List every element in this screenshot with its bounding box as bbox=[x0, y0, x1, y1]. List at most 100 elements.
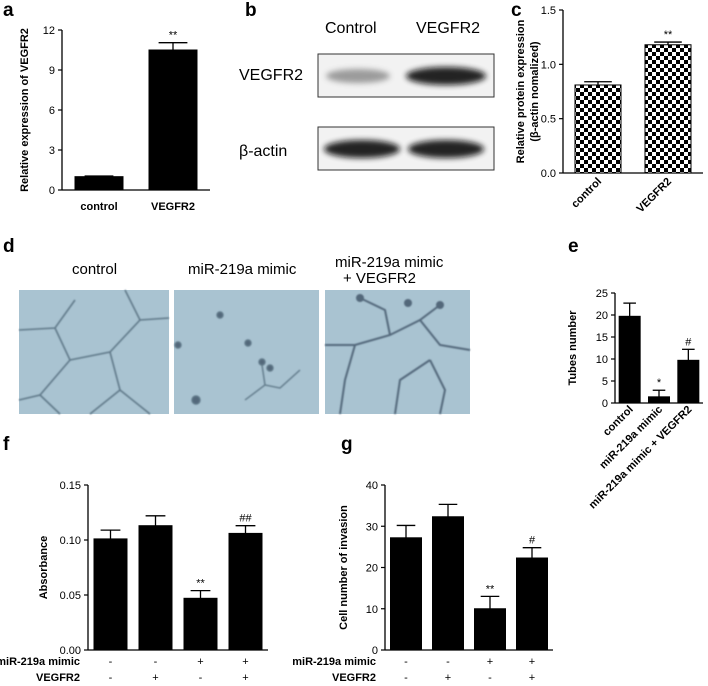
bar-2 bbox=[648, 396, 670, 404]
condition-label: VEGFR2 bbox=[36, 672, 80, 684]
micrographs: control miR-219a mimic miR-219a mimic + … bbox=[18, 254, 471, 415]
y-axis-label: Cell number of invasion bbox=[338, 505, 350, 630]
bar-1 bbox=[574, 84, 622, 174]
y-tick-label: 0.15 bbox=[60, 480, 81, 492]
western-blot: Control VEGFR2 VEGFR2 β-actin bbox=[239, 20, 495, 171]
blot-column-control: Control bbox=[325, 20, 377, 37]
blot-row-vegfr2: VEGFR2 bbox=[239, 67, 303, 84]
y-tick-label: 1.5 bbox=[541, 5, 556, 17]
panel-label-f: f bbox=[3, 434, 10, 455]
micrograph-title-mimic-vegfr2-line2: + VEGFR2 bbox=[343, 270, 416, 287]
bar-1 bbox=[618, 315, 641, 404]
bar-2 bbox=[138, 525, 173, 651]
y-tick-label: 9 bbox=[49, 65, 55, 77]
significance-mark: ** bbox=[664, 29, 673, 41]
condition-mark: + bbox=[445, 672, 451, 684]
bar-4 bbox=[228, 532, 263, 651]
panel-label-d: d bbox=[3, 236, 15, 257]
bar-1 bbox=[74, 176, 124, 191]
panel-label-b: b bbox=[245, 0, 257, 21]
significance-mark: ** bbox=[486, 583, 495, 595]
condition-mark: + bbox=[487, 656, 493, 668]
panel-label-e: e bbox=[568, 236, 579, 257]
micrograph-title-mimic-vegfr2-line1: miR-219a mimic bbox=[335, 254, 444, 271]
bar-1 bbox=[390, 537, 422, 651]
chart-g: 0 10 20 30 40 Cell number of invasion ** # miR-2… bbox=[292, 480, 553, 684]
y-tick-label: 30 bbox=[366, 521, 378, 533]
bar-3 bbox=[183, 597, 218, 651]
y-axis-label-line2: (β-actin nomalized) bbox=[529, 41, 541, 142]
micrograph-mimic-vegfr2-network bbox=[325, 294, 471, 415]
condition-label: VEGFR2 bbox=[332, 672, 376, 684]
condition-mark: + bbox=[529, 656, 535, 668]
y-tick-label: 10 bbox=[596, 354, 608, 366]
y-tick-label: 0.05 bbox=[60, 590, 81, 602]
significance-mark: ## bbox=[239, 513, 252, 525]
y-axis-label: Absorbance bbox=[38, 536, 50, 600]
bar-2 bbox=[432, 516, 464, 651]
bar-2 bbox=[148, 49, 198, 191]
y-tick-label: 40 bbox=[366, 480, 378, 492]
micrograph-control bbox=[19, 290, 169, 414]
bar-4 bbox=[516, 557, 548, 651]
x-tick-label: control bbox=[569, 176, 604, 211]
bar-3 bbox=[474, 608, 506, 651]
blot-band-actin-vegfr2 bbox=[408, 140, 484, 158]
x-tick-label: VEGFR2 bbox=[635, 176, 675, 216]
y-tick-label: 0 bbox=[372, 645, 378, 657]
y-tick-label: 0.00 bbox=[60, 645, 81, 657]
condition-mark: - bbox=[154, 656, 158, 668]
condition-mark: - bbox=[404, 672, 408, 684]
condition-mark: + bbox=[242, 672, 248, 684]
chart-a: 0 3 6 9 12 Relative expression of VEGFR2 ** con… bbox=[19, 25, 210, 213]
y-axis-label: Tubes number bbox=[567, 310, 579, 386]
blot-band-vegfr2-control bbox=[326, 69, 390, 83]
condition-mark: - bbox=[488, 672, 492, 684]
condition-mark: + bbox=[197, 656, 203, 668]
y-tick-label: 0.0 bbox=[541, 168, 556, 180]
significance-mark: ** bbox=[169, 30, 178, 42]
blot-band-vegfr2-vegfr2 bbox=[406, 67, 486, 85]
x-tick-label: VEGFR2 bbox=[151, 201, 195, 213]
blot-column-vegfr2: VEGFR2 bbox=[416, 20, 480, 37]
y-tick-label: 25 bbox=[596, 288, 608, 300]
y-tick-label: 5 bbox=[602, 376, 608, 388]
bar-2 bbox=[644, 44, 692, 174]
micrograph-title-control: control bbox=[72, 261, 117, 278]
y-tick-label: 0 bbox=[49, 185, 55, 197]
panel-label-a: a bbox=[3, 0, 14, 21]
condition-mark: - bbox=[199, 672, 203, 684]
y-axis-label: Relative expression of VEGFR2 bbox=[19, 28, 31, 192]
condition-mark: - bbox=[109, 672, 113, 684]
panel-label-c: c bbox=[511, 0, 522, 21]
micrograph-title-mimic: miR-219a mimic bbox=[188, 261, 297, 278]
significance-mark: # bbox=[685, 336, 692, 348]
condition-label: miR-219a mimic bbox=[0, 656, 80, 668]
blot-band-actin-control bbox=[324, 140, 400, 158]
significance-mark: * bbox=[657, 377, 662, 389]
y-tick-label: 20 bbox=[366, 563, 378, 575]
chart-f: 0.00 0.05 0.10 0.15 Absorbance ** ## miR-219a m… bbox=[0, 480, 268, 684]
y-tick-label: 15 bbox=[596, 332, 608, 344]
micrograph-mimic-cells bbox=[174, 311, 301, 405]
condition-mark: + bbox=[152, 672, 158, 684]
y-tick-label: 12 bbox=[43, 25, 55, 37]
condition-mark: - bbox=[109, 656, 113, 668]
bar-3 bbox=[677, 359, 700, 404]
micrograph-control-network bbox=[18, 289, 170, 415]
bar-1 bbox=[93, 538, 128, 651]
condition-mark: + bbox=[242, 656, 248, 668]
significance-mark: ** bbox=[196, 578, 205, 590]
condition-label: miR-219a mimic bbox=[292, 656, 376, 668]
condition-mark: - bbox=[446, 656, 450, 668]
y-tick-label: 6 bbox=[49, 105, 55, 117]
y-tick-label: 1.0 bbox=[541, 59, 556, 71]
blot-row-beta-actin: β-actin bbox=[239, 143, 287, 160]
y-tick-label: 20 bbox=[596, 310, 608, 322]
y-tick-label: 0.5 bbox=[541, 114, 556, 126]
significance-mark: # bbox=[529, 535, 536, 547]
chart-c: 0.0 0.5 1.0 1.5 Relative protein expression(… bbox=[515, 5, 703, 215]
x-tick-label: control bbox=[80, 201, 117, 213]
y-tick-label: 3 bbox=[49, 145, 55, 157]
